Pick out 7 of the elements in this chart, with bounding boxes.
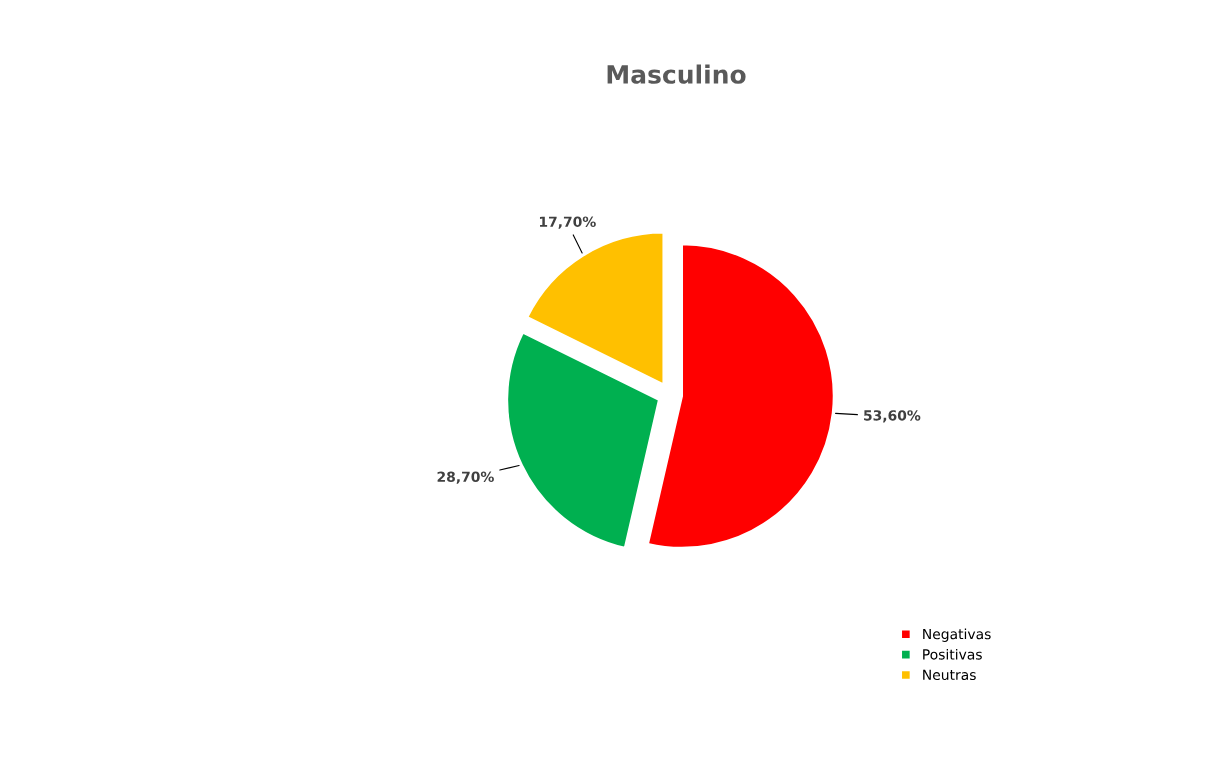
chart-title: Masculino [607,64,746,84]
legend-label: Neutras [923,669,976,681]
data-label: 28,70% [437,471,494,484]
data-label: 17,70% [539,216,596,229]
legend-label: Negativas [923,628,991,642]
legend-label: Positivas [923,648,982,660]
data-label: 53,60% [864,410,921,423]
